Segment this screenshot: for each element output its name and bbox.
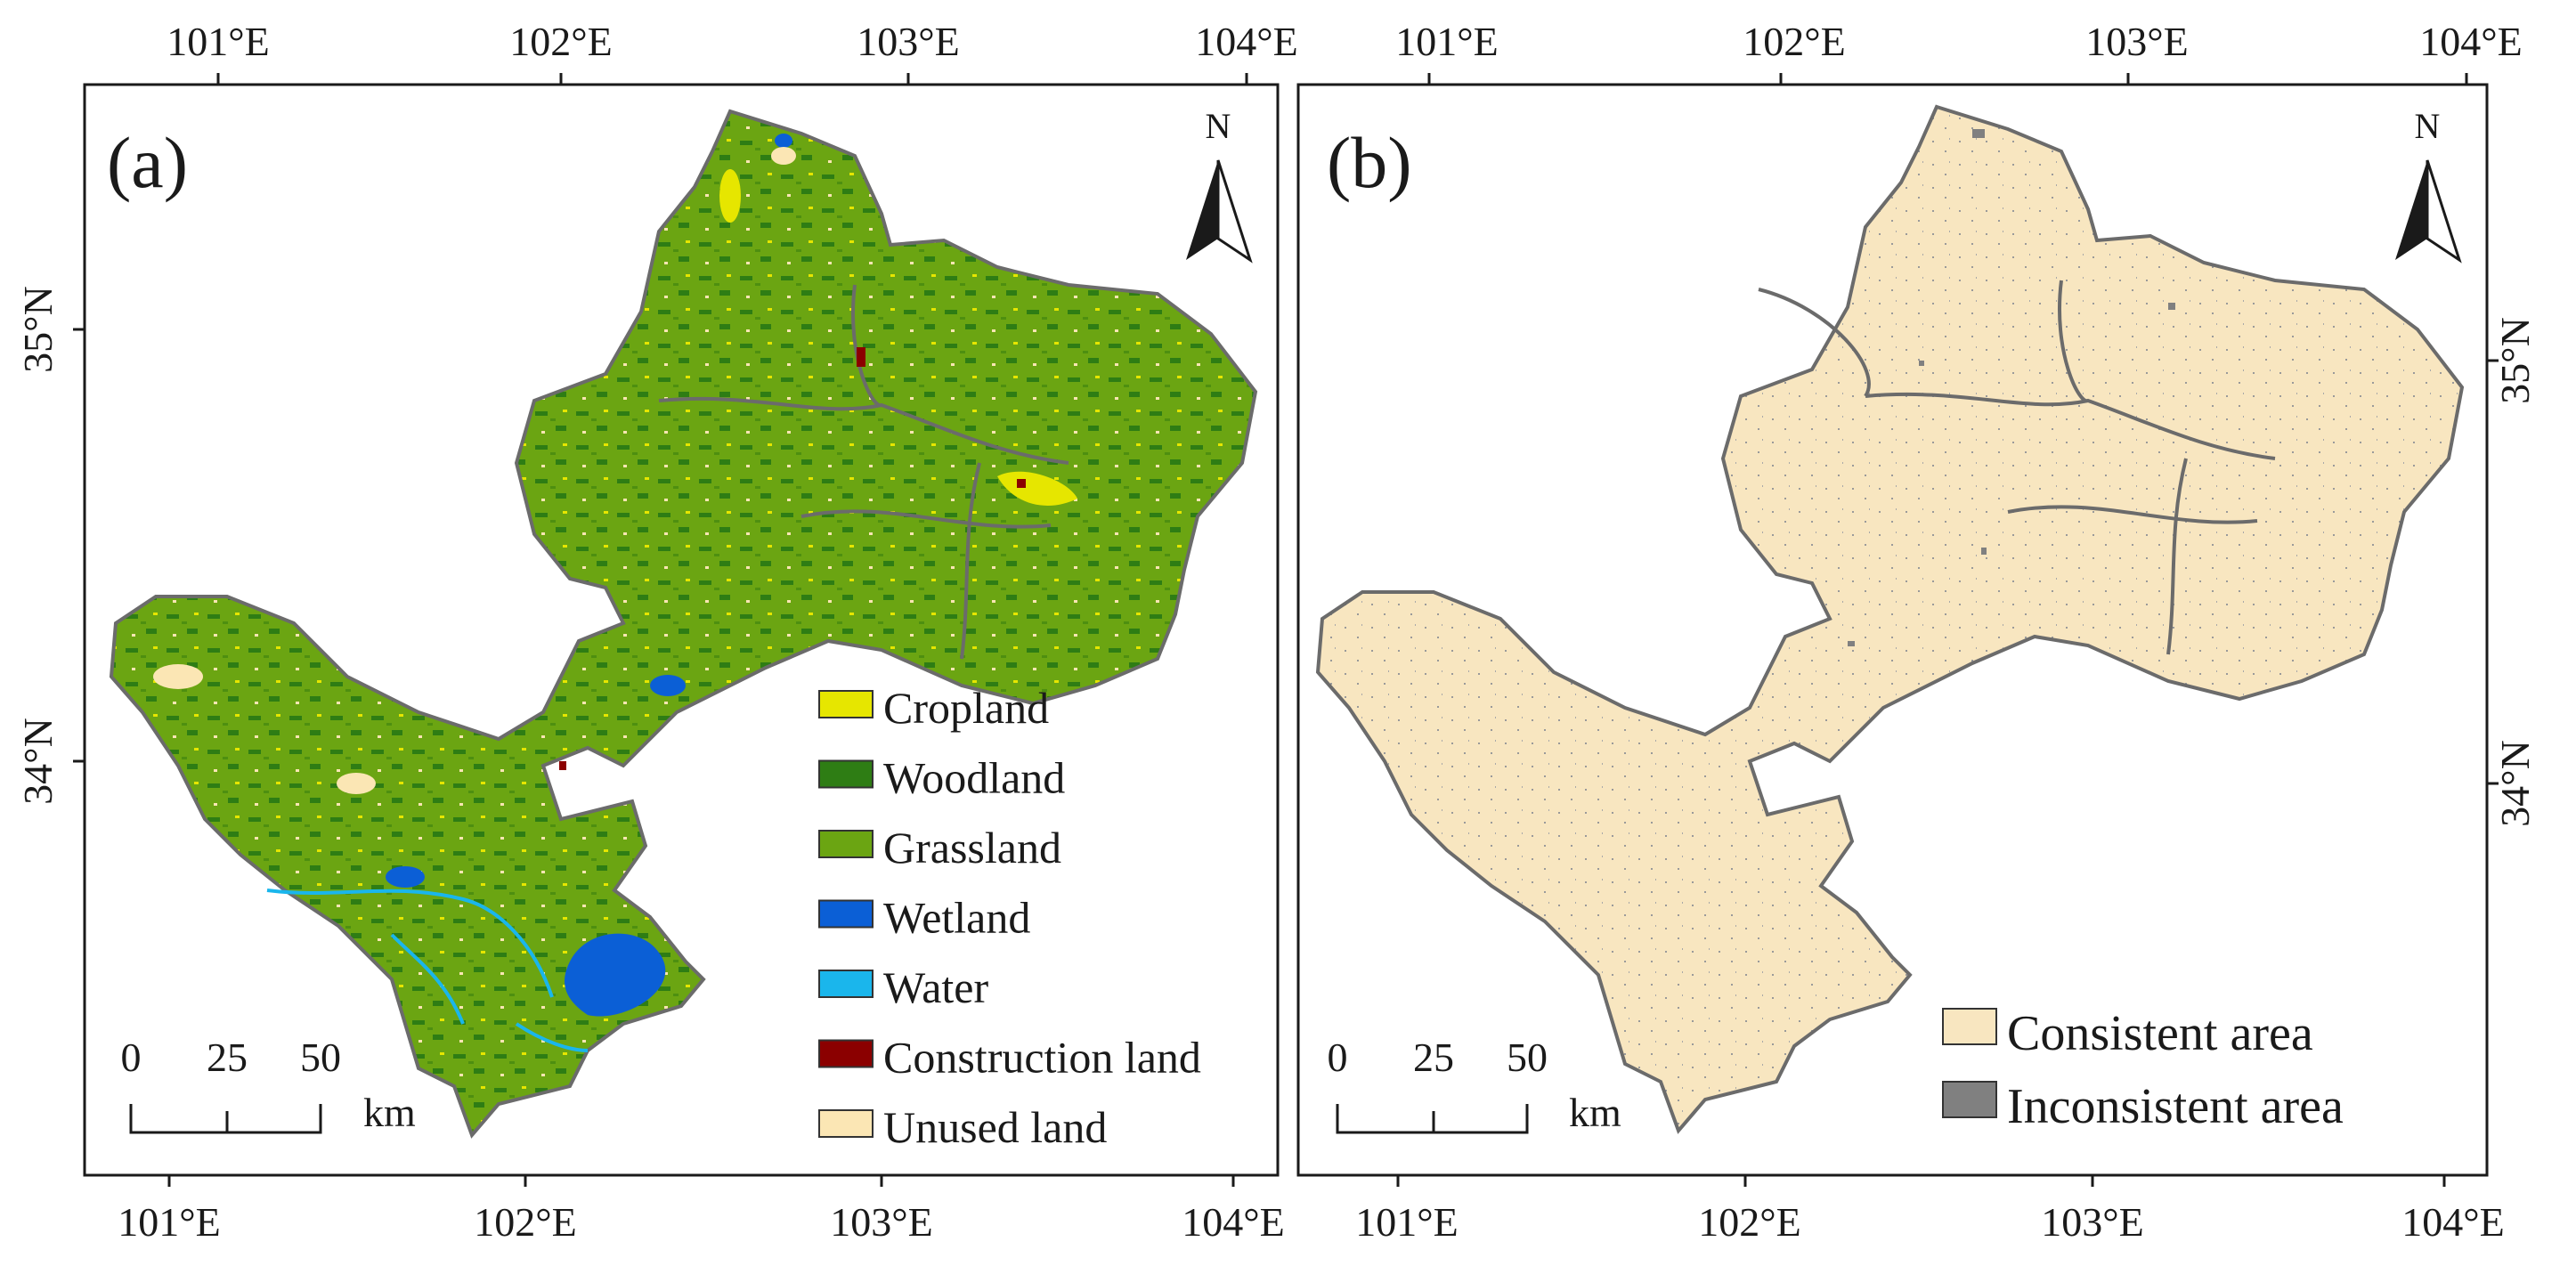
legend-swatch: [818, 830, 874, 858]
axis-label-right-lat: 34°N: [2492, 740, 2538, 827]
legend-swatch: [818, 759, 874, 789]
axis-label-top-lon: 103°E: [857, 19, 960, 64]
north-arrow-icon: [1186, 160, 1218, 260]
wetland-patch: [565, 933, 666, 1017]
north-label: N: [1206, 106, 1231, 146]
axis-label-bottom-lon: 101°E: [118, 1199, 221, 1245]
scale-tick: 0: [1328, 1035, 1348, 1080]
axis-label-left-lat: 35°N: [15, 286, 61, 373]
legend: Cropland Woodland Grassland Wetland Water Con…: [818, 683, 1201, 1152]
legend-swatch: [818, 1039, 874, 1068]
legend-label: Wetland: [883, 893, 1030, 943]
axis-label-right-lat: 35°N: [2492, 317, 2538, 404]
axis-label-bottom-lon: 104°E: [2401, 1199, 2505, 1245]
scale-line: [1336, 1104, 1529, 1134]
north-arrow-icon: [2395, 160, 2427, 260]
legend-swatch: [818, 970, 874, 998]
unused-land-patch: [153, 664, 203, 689]
north-arrow-icon: [2426, 159, 2462, 264]
legend-label: Cropland: [883, 683, 1049, 733]
inconsistent-patch: [1972, 129, 1985, 138]
unused-land-patch: [771, 147, 796, 165]
legend-label: Consistent area: [2007, 1006, 2313, 1061]
legend-label: Woodland: [883, 753, 1065, 803]
study-area-land-use: [110, 110, 1257, 1137]
axis-label-bottom-lon: 103°E: [830, 1199, 933, 1245]
axis-label-top-lon: 104°E: [2419, 19, 2523, 64]
north-arrow: N: [2395, 106, 2462, 264]
wetland-patch: [650, 675, 686, 696]
scale-bar: 0 25 50 km: [121, 1035, 417, 1135]
legend-label: Unused land: [883, 1102, 1107, 1152]
inconsistent-patch: [1981, 548, 1987, 555]
scale-line: [129, 1104, 322, 1134]
legend-swatch: [1942, 1008, 1997, 1045]
scale-tick: 50: [300, 1035, 341, 1080]
scale-bar: 0 25 50 km: [1328, 1035, 1622, 1135]
axis-label-top-lon: 103°E: [2085, 19, 2189, 64]
legend-label: Construction land: [883, 1033, 1201, 1083]
axis-label-bottom-lon: 103°E: [2041, 1199, 2144, 1245]
legend-label: Inconsistent area: [2007, 1079, 2344, 1134]
construction-land-patch: [559, 761, 566, 770]
legend: Consistent area Inconsistent area: [1942, 1006, 2344, 1134]
inconsistent-patch: [1919, 361, 1924, 366]
cropland-patch: [719, 169, 741, 223]
study-area-consistency: [1316, 105, 2464, 1132]
axis-label-bottom-lon: 101°E: [1355, 1199, 1459, 1245]
inconsistent-patch: [2168, 303, 2175, 310]
scale-tick: 50: [1507, 1035, 1548, 1080]
scale-unit: km: [1569, 1090, 1621, 1135]
axis-label-bottom-lon: 102°E: [474, 1199, 577, 1245]
north-arrow: N: [1186, 106, 1253, 264]
axis-label-bottom-lon: 104°E: [1182, 1199, 1285, 1245]
scale-tick: 0: [121, 1035, 142, 1080]
construction-land-patch: [857, 347, 865, 367]
county-boundaries: [1758, 280, 2276, 655]
axis-label-bottom-lon: 102°E: [1698, 1199, 1801, 1245]
panel-label: (a): [107, 122, 188, 203]
axis-label-top-lon: 101°E: [167, 19, 270, 64]
unused-land-patch: [337, 773, 376, 794]
graticule-ticks: [73, 73, 1248, 1187]
water-river: [266, 889, 589, 1052]
scale-tick: 25: [1413, 1035, 1454, 1080]
legend-swatch: [1942, 1081, 1997, 1118]
legend-label: Water: [883, 962, 988, 1012]
inconsistent-patch: [1848, 641, 1855, 646]
legend-label: Grassland: [883, 823, 1061, 872]
axis-label-top-lon: 104°E: [1195, 19, 1298, 64]
north-arrow-icon: [1216, 159, 1253, 264]
north-label: N: [2415, 106, 2441, 146]
legend-swatch: [818, 690, 874, 718]
wetland-patch: [386, 866, 425, 888]
wetland-patch: [775, 134, 792, 148]
axis-label-top-lon: 101°E: [1395, 19, 1499, 64]
county-boundaries: [658, 284, 1069, 660]
axis-label-left-lat: 34°N: [15, 718, 61, 805]
axis-label-top-lon: 102°E: [509, 19, 613, 64]
scale-unit: km: [363, 1090, 416, 1135]
scale-tick: 25: [207, 1035, 248, 1080]
axis-label-top-lon: 102°E: [1743, 19, 1846, 64]
panel-b-consistency-map: 101°E 102°E 103°E 104°E 101°E 102°E 103°…: [1296, 19, 2538, 1245]
construction-land-patch: [1017, 479, 1026, 488]
legend-swatch: [818, 899, 874, 929]
panel-label: (b): [1327, 122, 1412, 203]
panel-a-land-use-map: 101°E 102°E 103°E 104°E 101°E 102°E 103°…: [15, 19, 1298, 1245]
legend-swatch: [818, 1109, 874, 1138]
graticule-ticks: [1396, 73, 2499, 1187]
